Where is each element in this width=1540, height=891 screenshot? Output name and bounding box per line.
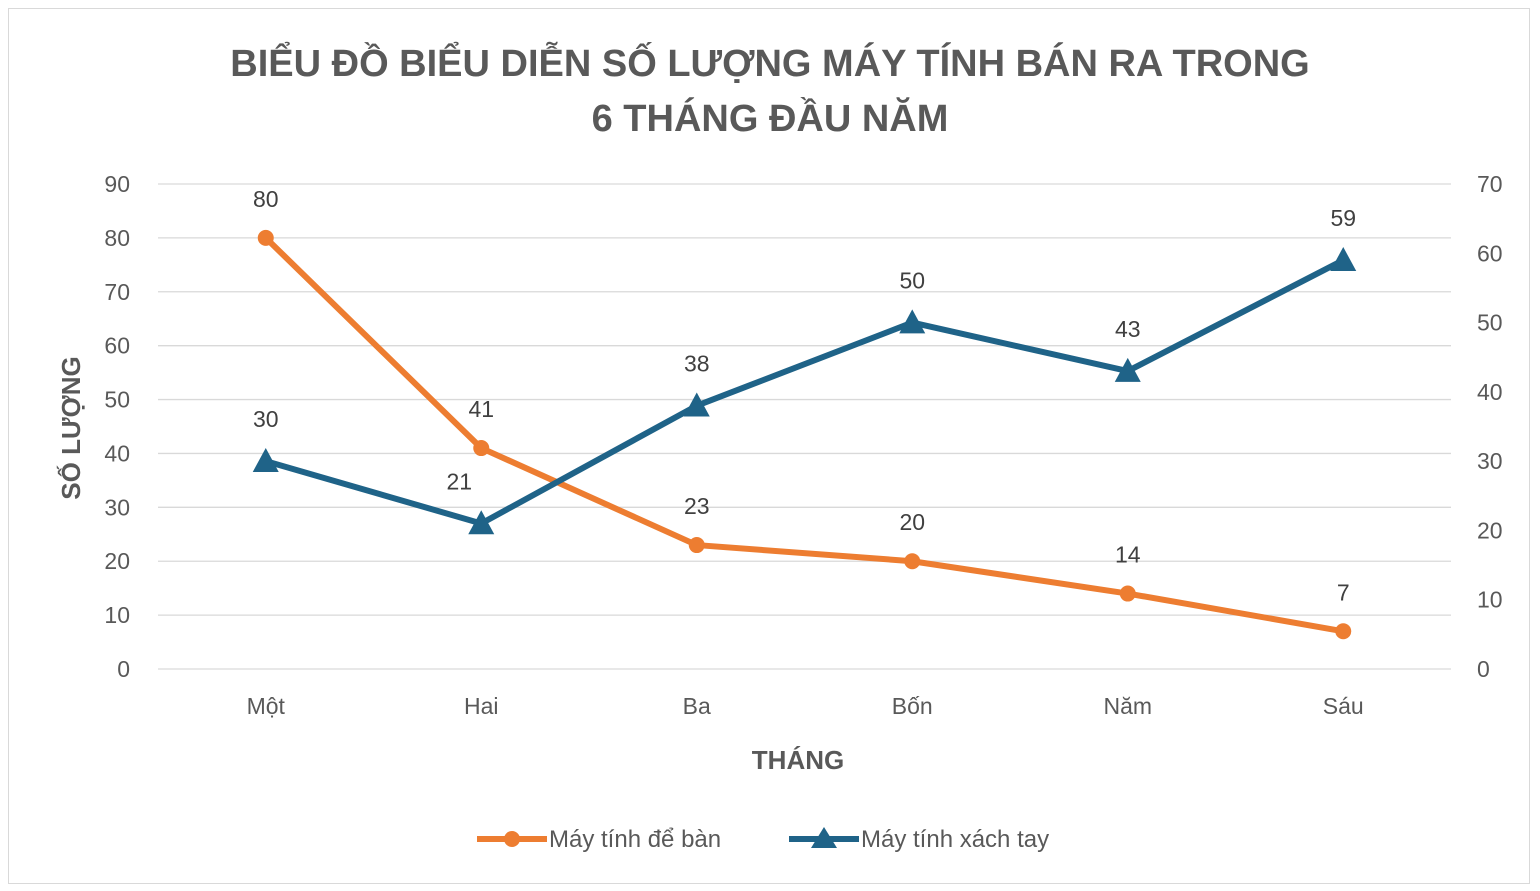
y-tick-label: 90 bbox=[104, 171, 130, 197]
y-axis-primary: 0 10 20 30 40 50 60 70 80 90 bbox=[104, 171, 130, 682]
y-tick-label: 30 bbox=[104, 494, 130, 520]
data-point bbox=[468, 510, 495, 535]
y-axis-secondary: 0 10 20 30 40 50 60 70 bbox=[1477, 171, 1503, 682]
chart-title-line-1: BIỂU ĐỒ BIỂU DIỄN SỐ LƯỢNG MÁY TÍNH BÁN … bbox=[230, 40, 1309, 85]
data-point bbox=[1330, 247, 1357, 272]
data-label: 80 bbox=[253, 186, 279, 212]
series-layer bbox=[252, 229, 1357, 640]
data-point bbox=[252, 447, 279, 472]
data-point bbox=[899, 309, 926, 334]
x-tick-label: Bốn bbox=[892, 693, 933, 719]
data-point bbox=[257, 229, 274, 246]
data-label: 20 bbox=[899, 509, 925, 535]
data-label: 14 bbox=[1115, 542, 1141, 568]
y2-tick-label: 30 bbox=[1477, 448, 1503, 474]
series-line bbox=[262, 257, 1347, 527]
x-tick-label: Hai bbox=[464, 693, 499, 719]
y2-tick-label: 40 bbox=[1477, 379, 1503, 405]
x-tick-label: Ba bbox=[683, 693, 711, 719]
data-label: 23 bbox=[684, 493, 710, 519]
y-axis-title: SỐ LƯỢNG bbox=[56, 356, 86, 499]
y-tick-label: 20 bbox=[104, 548, 130, 574]
x-axis: Một Hai Ba Bốn Năm Sáu bbox=[247, 693, 1364, 719]
legend-marker bbox=[811, 827, 837, 848]
y2-tick-label: 10 bbox=[1477, 587, 1503, 613]
y2-tick-label: 20 bbox=[1477, 517, 1503, 543]
data-point bbox=[1119, 585, 1136, 602]
x-tick-label: Một bbox=[247, 693, 286, 719]
line-chart: BIỂU ĐỒ BIỂU DIỄN SỐ LƯỢNG MÁY TÍNH BÁN … bbox=[56, 40, 1503, 853]
x-tick-label: Năm bbox=[1103, 693, 1152, 719]
data-point bbox=[1335, 623, 1352, 640]
chart-frame: BIỂU ĐỒ BIỂU DIỄN SỐ LƯỢNG MÁY TÍNH BÁN … bbox=[8, 8, 1530, 884]
chart-title-line-2: 6 THÁNG ĐẦU NĂM bbox=[592, 96, 949, 140]
data-point bbox=[904, 553, 921, 570]
x-axis-title: THÁNG bbox=[752, 745, 844, 775]
legend: Máy tính để bàn Máy tính xách tay bbox=[477, 826, 1049, 853]
data-label: 21 bbox=[446, 469, 472, 495]
y2-tick-label: 50 bbox=[1477, 310, 1503, 336]
y-tick-label: 40 bbox=[104, 440, 130, 466]
data-label: 30 bbox=[253, 406, 279, 432]
data-point bbox=[1114, 357, 1141, 382]
y-tick-label: 80 bbox=[104, 225, 130, 251]
legend-label: Máy tính xách tay bbox=[861, 826, 1049, 853]
y2-tick-label: 60 bbox=[1477, 240, 1503, 266]
data-labels: 80 41 23 20 14 7 30 21 38 50 43 59 bbox=[253, 186, 1356, 605]
data-point bbox=[683, 392, 710, 417]
data-point bbox=[473, 440, 490, 457]
data-label: 7 bbox=[1337, 579, 1350, 605]
data-point bbox=[688, 537, 705, 554]
y-tick-label: 70 bbox=[104, 279, 130, 305]
y-tick-label: 50 bbox=[104, 387, 130, 413]
chart-title: BIỂU ĐỒ BIỂU DIỄN SỐ LƯỢNG MÁY TÍNH BÁN … bbox=[230, 40, 1309, 140]
legend-marker bbox=[504, 831, 520, 847]
data-label: 43 bbox=[1115, 316, 1141, 342]
series-line bbox=[262, 234, 1347, 635]
data-label: 50 bbox=[899, 268, 925, 294]
data-label: 41 bbox=[468, 396, 494, 422]
y-tick-label: 10 bbox=[104, 602, 130, 628]
y2-tick-label: 70 bbox=[1477, 171, 1503, 197]
y-tick-label: 60 bbox=[104, 333, 130, 359]
legend-label: Máy tính để bàn bbox=[549, 826, 721, 853]
y2-tick-label: 0 bbox=[1477, 656, 1490, 682]
y-tick-label: 0 bbox=[117, 656, 130, 682]
data-label: 59 bbox=[1330, 205, 1356, 231]
gridlines bbox=[158, 183, 1451, 670]
x-tick-label: Sáu bbox=[1323, 693, 1364, 719]
data-label: 38 bbox=[684, 351, 710, 377]
